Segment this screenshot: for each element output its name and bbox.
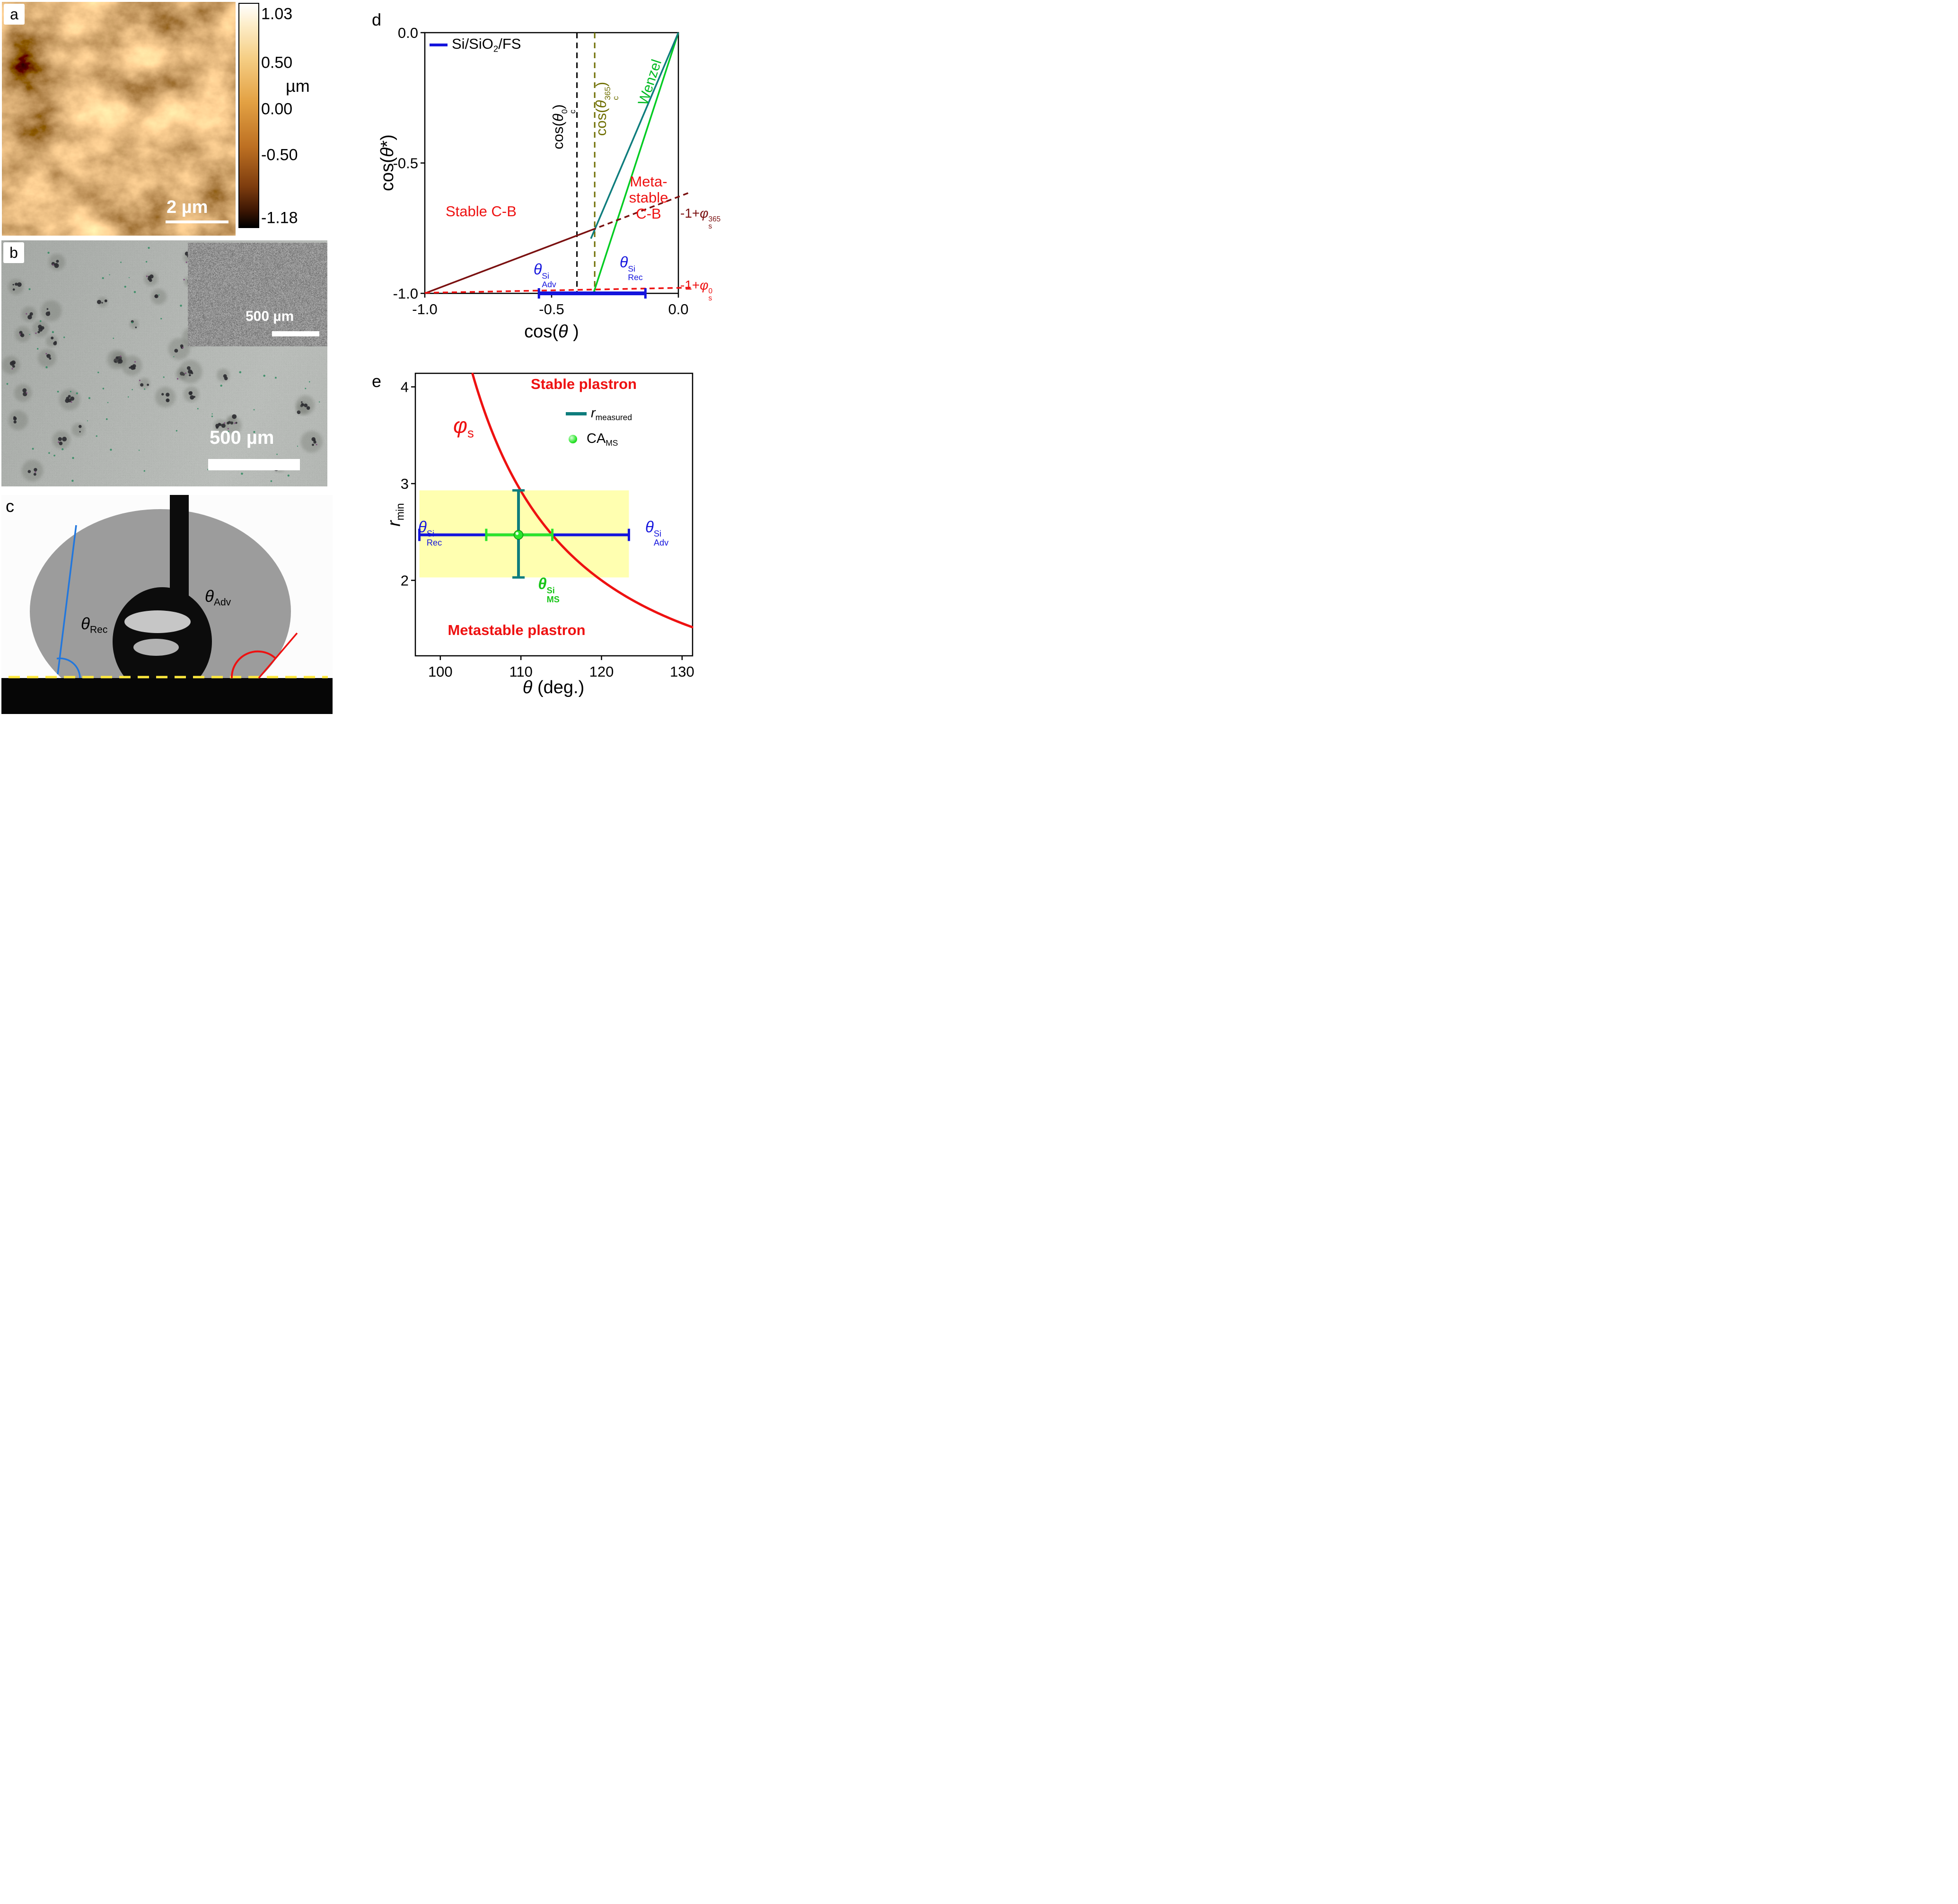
svg-text:0.0: 0.0: [398, 25, 418, 41]
legend-ca-ms: CAMS: [569, 431, 618, 448]
panel-e-label: e: [372, 371, 382, 391]
colorbar-tick: -0.50: [261, 146, 298, 164]
stable-cb-label: Stable C-B: [446, 203, 517, 220]
colorbar-unit: µm: [286, 76, 310, 96]
panel-b-scalebar: [208, 459, 300, 470]
legend-line-swatch: [430, 43, 448, 46]
panel-b-inset-image: [188, 243, 327, 346]
theta-rec-label: θRec: [81, 615, 108, 635]
chart-d-xlabel: cos(θ ): [524, 322, 579, 342]
droplet-reflection-upper: [124, 610, 191, 633]
phi-s-curve-label: φs: [453, 413, 474, 441]
svg-text:130: 130: [670, 663, 694, 680]
theta-adv-si-label-e: θ Si Adv: [645, 518, 669, 547]
panel-a-label: a: [4, 4, 25, 25]
theta-rec-si-label-d: θ Si Rec: [620, 254, 643, 282]
colorbar-tick: 0.50: [261, 53, 293, 72]
panel-b-scalebar-label: 500 µm: [210, 427, 274, 448]
svg-text:4: 4: [401, 379, 409, 396]
svg-text:0.0: 0.0: [668, 301, 688, 317]
svg-text:2: 2: [401, 573, 409, 589]
metastable-cb-label: Meta- stable C-B: [629, 173, 668, 222]
advancing-angle-tangent: [258, 632, 298, 679]
receding-angle-arc: [56, 657, 81, 679]
figure: a 2 µm 1.03 0.50 0.00 -0.50 -1.18 µm b: [0, 0, 734, 714]
panel-a-scalebar: [166, 220, 228, 223]
metastable-plastron-label: Metastable plastron: [448, 621, 586, 638]
colorbar-tick-min: -1.18: [261, 209, 298, 227]
phi-s-365-label: -1+φ 365 s: [680, 206, 721, 231]
chart-d-ylabel: cos(θ*): [378, 134, 398, 191]
theta-ms-si-label: θ Si MS: [538, 574, 560, 604]
panel-b-inset-scalebar-label: 500 µm: [246, 309, 294, 324]
stable-plastron-label: Stable plastron: [531, 375, 637, 392]
contact-angle-droplet-image: [1, 495, 333, 714]
chart-d-legend: Si/SiO2/FS: [430, 35, 521, 54]
svg-text:120: 120: [589, 663, 614, 680]
svg-text:100: 100: [428, 663, 453, 680]
chart-e-xlabel: θ (deg.): [522, 678, 585, 698]
ca-ms-marker: [569, 435, 577, 444]
afm-colorbar: [238, 3, 259, 228]
critical-angle-365-label: cos(θ 365 c): [592, 81, 620, 136]
afm-topography-image: [2, 2, 236, 236]
svg-text:-0.5: -0.5: [393, 155, 418, 172]
svg-text:-0.5: -0.5: [539, 301, 564, 317]
panel-c-label: c: [6, 496, 14, 516]
critical-angle-0-label: cos(θ 0 c): [549, 104, 577, 150]
substrate: [1, 678, 333, 714]
phi-s-0-label: -1+φ 0 s: [680, 278, 713, 303]
svg-text:-1.0: -1.0: [393, 285, 418, 302]
colorbar-tick: 0.00: [261, 100, 293, 118]
wenzel-cassie-baxter-chart: -1.0 -0.5 0.0 0.0 -0.5 -1.0: [393, 25, 692, 317]
colorbar-tick-max: 1.03: [261, 5, 293, 23]
theta-adv-label: θAdv: [205, 587, 231, 608]
theta-adv-si-label-d: θ Si Adv: [534, 261, 556, 289]
panel-b-inset-scalebar: [272, 331, 319, 336]
legend-r-measured: rmeasured: [566, 405, 632, 422]
panel-b-label: b: [3, 242, 24, 263]
plastron-stability-chart: 100 110 120 130 2 3 4: [401, 372, 694, 680]
advancing-angle-arc: [230, 650, 277, 679]
theta-rec-si-label-e: θ Si Rec: [418, 518, 442, 547]
panel-d-label: d: [372, 10, 382, 29]
dispensing-needle: [170, 495, 189, 597]
r-measured-swatch: [566, 412, 587, 415]
svg-text:-1.0: -1.0: [412, 301, 437, 317]
receding-angle-tangent: [57, 525, 77, 675]
droplet-reflection-lower: [133, 639, 179, 656]
svg-text:3: 3: [401, 476, 409, 492]
chart-e-ylabel: rmin: [384, 503, 406, 527]
svg-text:110: 110: [509, 663, 532, 680]
panel-a-scalebar-label: 2 µm: [167, 197, 208, 217]
